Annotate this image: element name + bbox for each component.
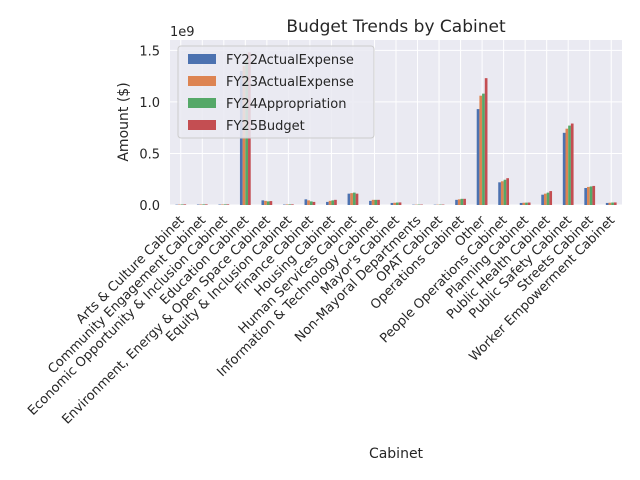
bar-FY23ActualExpense	[393, 202, 396, 205]
y-tick-label: 1.0	[139, 96, 160, 111]
x-axis-label: Cabinet	[369, 446, 424, 462]
bar-FY22ActualExpense	[261, 200, 265, 205]
bar-FY23ActualExpense	[199, 204, 203, 205]
bar-FY23ActualExpense	[479, 95, 483, 205]
bar-FY25Budget	[183, 204, 187, 205]
y-exponent-label: 1e9	[170, 25, 195, 40]
bar-FY25Budget	[334, 199, 337, 205]
legend-label: FY25Budget	[226, 119, 305, 134]
chart-title: Budget Trends by Cabinet	[286, 17, 506, 37]
bar-FY25Budget	[613, 202, 617, 205]
bar-FY24Appropriation	[288, 204, 292, 205]
bar-FY25Budget	[269, 201, 273, 205]
bar-FY23ActualExpense	[221, 204, 224, 205]
bar-FY25Budget	[226, 204, 230, 205]
bar-FY23ActualExpense	[500, 181, 504, 205]
bar-FY24Appropriation	[525, 202, 528, 205]
bar-FY22ActualExpense	[304, 199, 308, 205]
bar-FY24Appropriation	[503, 179, 507, 205]
bar-FY23ActualExpense	[565, 128, 569, 205]
legend-swatch	[188, 54, 216, 64]
bar-FY23ActualExpense	[285, 204, 289, 205]
bar-FY24Appropriation	[568, 125, 571, 205]
bar-FY22ActualExpense	[455, 199, 458, 205]
bar-FY25Budget	[291, 204, 294, 205]
bar-FY24Appropriation	[611, 202, 614, 205]
bar-FY25Budget	[377, 199, 380, 205]
bar-FY25Budget	[592, 185, 596, 205]
bar-FY23ActualExpense	[328, 200, 332, 205]
bar-FY23ActualExpense	[371, 199, 375, 205]
bar-FY25Budget	[398, 202, 402, 205]
bar-FY24Appropriation	[266, 201, 270, 205]
bar-FY25Budget	[506, 178, 509, 205]
bar-FY22ActualExpense	[605, 202, 609, 205]
legend: FY22ActualExpense FY23ActualExpense FY24Ap…	[177, 45, 375, 139]
y-tick-label: 0.5	[139, 147, 160, 162]
bar-FY24Appropriation	[352, 192, 356, 205]
bar-FY22ActualExpense	[476, 109, 480, 205]
bar-FY24Appropriation	[309, 201, 313, 205]
bar-FY25Budget	[204, 204, 208, 205]
bar-FY25Budget	[463, 198, 466, 205]
bar-FY24Appropriation	[460, 198, 464, 205]
legend-frame	[177, 45, 375, 139]
legend-label: FY24Appropriation	[226, 97, 346, 112]
bar-FY23ActualExpense	[350, 193, 353, 205]
bar-FY24Appropriation	[589, 186, 593, 205]
bar-FY25Budget	[570, 123, 574, 205]
bar-FY22ActualExpense	[541, 194, 544, 205]
legend-swatch	[188, 98, 216, 108]
bar-FY24Appropriation	[396, 202, 399, 205]
bar-FY24Appropriation	[223, 204, 227, 205]
bar-FY25Budget	[312, 201, 316, 205]
bar-FY24Appropriation	[331, 200, 335, 205]
bar-FY23ActualExpense	[307, 200, 310, 205]
bar-FY24Appropriation	[374, 199, 378, 205]
bar-FY22ActualExpense	[519, 202, 523, 205]
bar-FY23ActualExpense	[608, 202, 612, 205]
legend-label: FY22ActualExpense	[226, 53, 354, 68]
bar-FY22ActualExpense	[347, 193, 351, 205]
bar-FY25Budget	[484, 78, 488, 205]
bar-FY22ActualExpense	[562, 132, 566, 205]
y-tick-label: 1.5	[139, 44, 160, 59]
bar-FY24Appropriation	[180, 204, 184, 205]
bar-FY24Appropriation	[202, 204, 205, 205]
bar-FY23ActualExpense	[264, 200, 267, 205]
y-tick-label: 0.0	[139, 199, 160, 214]
bar-FY25Budget	[549, 191, 553, 205]
bar-FY23ActualExpense	[457, 199, 461, 205]
legend-swatch	[188, 120, 216, 130]
bar-FY22ActualExpense	[369, 200, 372, 205]
bar-FY25Budget	[527, 202, 531, 205]
legend-swatch	[188, 76, 216, 86]
bar-FY22ActualExpense	[390, 202, 394, 205]
bar-FY22ActualExpense	[584, 187, 588, 205]
bar-FY24Appropriation	[482, 93, 485, 205]
bar-FY22ActualExpense	[498, 182, 501, 205]
bar-FY22ActualExpense	[326, 201, 329, 205]
bar-FY25Budget	[355, 193, 359, 205]
bar-FY24Appropriation	[546, 192, 550, 205]
bar-FY23ActualExpense	[522, 202, 526, 205]
y-axis-label: Amount ($)	[116, 82, 132, 161]
bar-FY23ActualExpense	[543, 193, 547, 205]
bar-FY23ActualExpense	[587, 186, 590, 205]
legend-label: FY23ActualExpense	[226, 75, 354, 90]
